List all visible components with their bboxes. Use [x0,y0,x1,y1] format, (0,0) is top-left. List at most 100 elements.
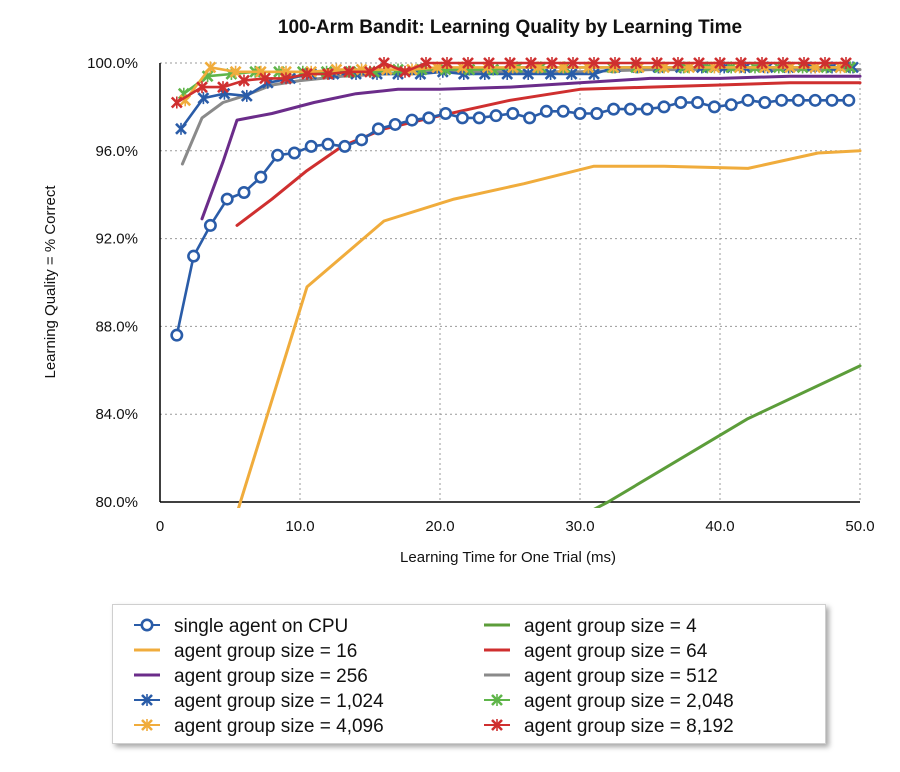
agent-group-size-64-line [235,81,862,227]
legend-label: agent group size = 4 [524,616,697,637]
agent-group-size-8-192-point [714,57,726,69]
agent-group-size-8-192-point [280,72,292,85]
agent-group-size-1-024-point [544,67,557,80]
agent-group-size-4-096-point [229,65,242,78]
grid [160,62,861,502]
single-agent-on-cpu-point [791,93,805,107]
single-agent-on-cpu-point [842,93,856,107]
agent-group-size-1-024-point [197,92,210,105]
single-agent-on-cpu-point [388,117,402,131]
axes [159,63,860,503]
agent-group-size-8-192-point [588,57,600,69]
legend-label: single agent on CPU [174,616,348,637]
y-tick-label: 92.0% [95,231,138,248]
x-tick-label: 0 [156,518,164,535]
agent-group-size-8-192-point [798,57,810,69]
agent-group-size-8-192-point [364,65,376,78]
single-agent-on-cpu-point [338,139,352,153]
single-agent-on-cpu-point [203,218,217,232]
single-agent-on-cpu-point [741,93,755,107]
single-agent-on-cpu-point [724,98,738,112]
single-agent-on-cpu-point [808,93,822,107]
legend-single-agent-on-cpu-point [140,618,154,632]
agent-group-size-16-line [236,149,862,508]
legend-item-agent-group-size-4: agent group size = 4 [484,616,697,637]
single-agent-on-cpu-point [472,111,486,125]
x-tick-label: 50.0 [845,518,874,535]
agent-group-size-1-024-point [522,67,535,80]
agent-group-size-4-series [593,364,862,508]
single-agent-on-cpu-point [220,192,234,206]
single-agent-on-cpu-point [825,93,839,107]
single-agent-on-cpu-point [254,170,268,184]
single-agent-on-cpu-point [674,96,688,110]
legend-label: agent group size = 512 [524,666,718,687]
agent-group-size-1-024-point [175,122,187,135]
agent-group-size-8-192-point [525,57,537,69]
single-agent-on-cpu-point [489,109,503,123]
single-agent-on-cpu-point [539,104,553,118]
agent-group-size-8-192-point [693,57,705,69]
single-agent-on-cpu-point [355,133,369,147]
agent-group-size-8-192-point [735,57,747,69]
chart-title: 100-Arm Bandit: Learning Quality by Lear… [278,17,742,38]
single-agent-on-cpu-point [271,148,285,162]
legend-item-agent-group-size-2-048: agent group size = 2,048 [484,691,734,712]
agent-group-size-8-192-point [756,57,768,69]
single-agent-on-cpu-point [691,96,705,110]
single-agent-on-cpu-point [523,111,537,125]
tick-labels: 0 10.0 20.0 30.0 40.0 50.0 80.0% 84.0% 88.0% 92.0… [87,55,874,535]
single-agent-on-cpu-point [170,328,184,342]
agent-group-size-4-line [593,364,862,508]
agent-group-size-8-192-point [504,57,516,69]
single-agent-on-cpu-point [607,102,621,116]
legend-agent-group-size-8-192-point [491,719,503,731]
legend-frame [112,604,826,744]
agent-group-size-8-192-point [238,74,250,87]
legend-item-agent-group-size-1-024: agent group size = 1,024 [134,691,384,712]
agent-group-size-8-192-point [441,57,453,69]
agent-group-size-1-024-point [240,89,253,102]
agent-group-size-4-096-point [204,61,217,74]
single-agent-on-cpu-point [287,146,301,160]
x-tick-label: 20.0 [425,518,454,535]
legend-item-agent-group-size-64: agent group size = 64 [484,641,708,662]
single-agent-on-cpu-point [304,139,318,153]
agent-group-size-8-192-point [259,72,271,85]
single-agent-on-cpu-point [371,122,385,136]
single-agent-on-cpu-point [640,102,654,116]
legend-item-single-agent-on-cpu: single agent on CPU [134,616,348,637]
agent-group-size-8-192-point [840,57,852,69]
legend-label: agent group size = 4,096 [174,716,384,737]
single-agent-on-cpu-point [758,96,772,110]
single-agent-on-cpu-point [422,111,436,125]
y-tick-label: 84.0% [95,406,138,423]
agent-group-size-8-192-point [483,57,495,69]
agent-group-size-256-line [200,74,862,221]
agent-group-size-8-192-point [322,67,334,80]
single-agent-on-cpu-point [707,100,721,114]
single-agent-on-cpu-point [506,106,520,120]
agent-group-size-8-192-point [819,57,831,69]
agent-group-size-8-192-point [672,57,684,69]
single-agent-on-cpu-point [657,100,671,114]
single-agent-on-cpu-point [775,93,789,107]
agent-group-size-8-192-point [217,81,229,94]
agent-group-size-256-series [200,74,862,221]
agent-group-size-8-192-point [462,57,474,69]
single-agent-on-cpu-series [170,93,856,342]
agent-group-size-8-192-point [567,57,579,69]
single-agent-on-cpu-line [175,99,851,337]
agent-group-size-8-192-point [420,57,432,69]
legend: single agent on CPU agent group size = 4 a… [134,616,734,737]
agent-group-size-16-series [236,149,862,508]
y-axis-label: Learning Quality = % Correct [42,185,59,379]
legend-agent-group-size-1-024-point [141,694,153,706]
agent-group-size-64-series [235,81,862,227]
legend-agent-group-size-4-096-point [141,719,153,731]
agent-group-size-8-192-point [343,65,355,78]
agent-group-size-8-192-point [609,57,621,69]
agent-group-size-8-192-series [170,57,852,109]
single-agent-on-cpu-point [590,106,604,120]
agent-group-size-8-192-point [170,96,183,109]
